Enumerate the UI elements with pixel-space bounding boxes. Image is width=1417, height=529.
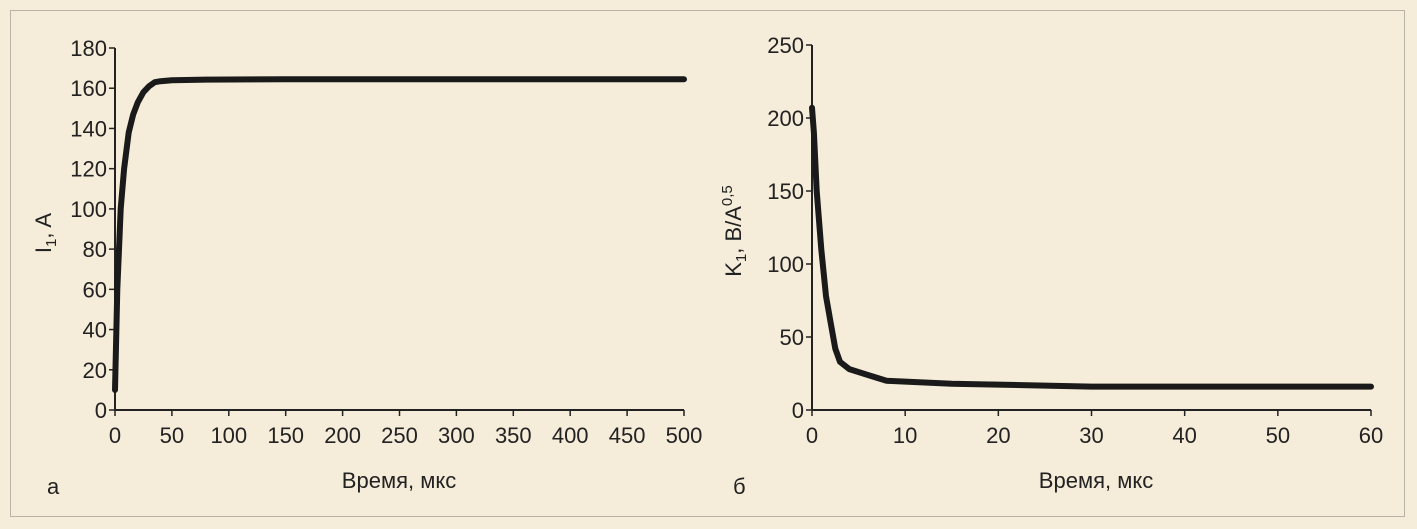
x-tick-label: 300 xyxy=(438,423,475,448)
y-axis-label-main: I xyxy=(31,247,56,253)
y-tick-label: 20 xyxy=(83,358,107,383)
x-tick-label: 50 xyxy=(1266,423,1290,448)
x-tick-label: 200 xyxy=(324,423,361,448)
y-tick-label: 140 xyxy=(70,116,107,141)
data-series-line xyxy=(112,76,687,393)
data-series-line xyxy=(809,104,1374,390)
y-ticks: 0 20 40 60 80 100 120 140 160 180 xyxy=(70,36,115,423)
x-ticks: 0 50 100 150 200 250 300 350 400 450 500 xyxy=(109,410,702,448)
figure-frame: 0 50 100 150 200 250 300 350 400 450 500 0 20 40 60 80… xyxy=(10,10,1405,517)
x-tick-label: 0 xyxy=(806,423,818,448)
y-axis-label-subscript: 1 xyxy=(733,254,750,262)
x-tick-label: 150 xyxy=(267,423,304,448)
y-tick-label: 160 xyxy=(70,76,107,101)
x-tick-label: 20 xyxy=(986,423,1010,448)
x-tick-label: 100 xyxy=(210,423,247,448)
x-tick-label: 500 xyxy=(666,423,703,448)
x-ticks: 0 10 20 30 40 50 60 xyxy=(806,410,1383,448)
x-tick-label: 40 xyxy=(1172,423,1196,448)
y-tick-label: 100 xyxy=(767,252,804,277)
x-axis-label: Время, мкс xyxy=(1039,468,1153,493)
y-axis-label-subscript: 1 xyxy=(43,239,60,247)
x-tick-label: 400 xyxy=(552,423,589,448)
y-axis-label-rest: , A xyxy=(31,213,56,239)
y-axis-label-superscript: 0,5 xyxy=(719,185,736,206)
y-tick-label: 180 xyxy=(70,36,107,61)
x-axis-label: Время, мкс xyxy=(342,468,456,493)
y-tick-label: 0 xyxy=(792,398,804,423)
y-axis-label: I1, A xyxy=(31,213,60,253)
panel-label: а xyxy=(47,474,60,499)
y-tick-label: 250 xyxy=(767,33,804,58)
x-tick-label: 250 xyxy=(381,423,418,448)
x-tick-label: 10 xyxy=(893,423,917,448)
x-tick-label: 450 xyxy=(609,423,646,448)
x-tick-label: 0 xyxy=(109,423,121,448)
y-tick-label: 120 xyxy=(70,157,107,182)
chart-panel-a: 0 50 100 150 200 250 300 350 400 450 500 0 20 40 60 80… xyxy=(31,36,702,499)
y-ticks: 0 50 100 150 200 250 xyxy=(767,33,812,423)
y-axis-label-main: K xyxy=(721,262,746,277)
y-tick-label: 80 xyxy=(83,237,107,262)
y-axis-label: K1, В/A0,5 xyxy=(719,185,750,277)
y-tick-label: 150 xyxy=(767,179,804,204)
chart-panel-b: 0 10 20 30 40 50 60 0 50 100 150 200 250 Время, мкс… xyxy=(719,33,1383,499)
y-tick-label: 50 xyxy=(780,325,804,350)
y-tick-label: 100 xyxy=(70,197,107,222)
x-tick-label: 60 xyxy=(1359,423,1383,448)
y-tick-label: 60 xyxy=(83,277,107,302)
chart-canvas: 0 50 100 150 200 250 300 350 400 450 500 020406080… xyxy=(31,33,1383,499)
y-tick-label: 200 xyxy=(767,106,804,131)
y-tick-label: 0 xyxy=(95,398,107,423)
panel-label: б xyxy=(733,474,746,499)
y-axis-label-rest: , В/A xyxy=(721,206,746,254)
x-tick-label: 350 xyxy=(495,423,532,448)
x-tick-label: 30 xyxy=(1079,423,1103,448)
y-tick-label: 40 xyxy=(83,318,107,343)
x-tick-label: 50 xyxy=(160,423,184,448)
